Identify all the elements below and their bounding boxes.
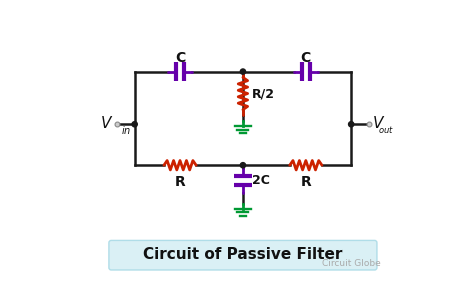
- Text: $in$: $in$: [121, 123, 132, 136]
- Text: Circuit of Passive Filter: Circuit of Passive Filter: [143, 247, 343, 262]
- Circle shape: [240, 163, 246, 168]
- Circle shape: [240, 69, 246, 74]
- Text: R: R: [174, 174, 185, 188]
- FancyBboxPatch shape: [109, 240, 377, 270]
- Text: R/2: R/2: [252, 87, 275, 100]
- Text: 2C: 2C: [252, 174, 270, 187]
- Text: C: C: [175, 51, 185, 65]
- Text: $V$: $V$: [100, 115, 114, 130]
- Text: C: C: [301, 51, 311, 65]
- Circle shape: [132, 122, 137, 127]
- Text: $V$: $V$: [372, 115, 385, 130]
- Text: $out$: $out$: [377, 124, 393, 135]
- Text: Circuit Globe: Circuit Globe: [322, 259, 381, 268]
- Text: R: R: [301, 174, 311, 188]
- Circle shape: [348, 122, 354, 127]
